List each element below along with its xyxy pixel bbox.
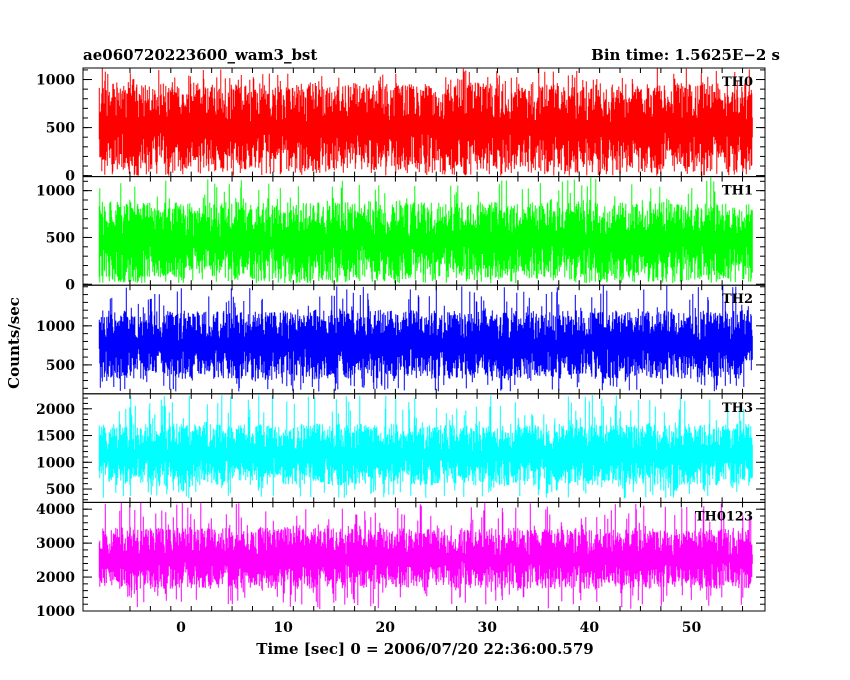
x-tick-label: 20 (375, 620, 395, 636)
x-tick-label: 50 (682, 620, 702, 636)
y-tick-label: 500 (46, 358, 75, 374)
chart-title: ae060720223600_wam3_bst (83, 46, 317, 64)
panel-label-th3: TH3 (722, 401, 753, 416)
panel-label-th0: TH0 (722, 75, 753, 90)
y-tick-label: 4000 (36, 502, 75, 518)
series-line-th2 (98, 285, 753, 392)
x-tick-label: 30 (478, 620, 498, 636)
y-tick-label: 1000 (36, 455, 75, 471)
y-tick-label: 1000 (36, 184, 75, 200)
x-tick-label: 0 (176, 620, 186, 636)
panel-th0: 0 500 1000 TH0 (36, 67, 766, 185)
y-tick-label: 500 (46, 230, 75, 246)
y-tick-label: 1000 (36, 73, 75, 89)
panel-label-th2: TH2 (722, 292, 753, 307)
panel-label-th0123: TH0123 (695, 509, 753, 524)
y-tick-label: 2000 (36, 570, 75, 586)
x-tick-label: 40 (580, 620, 600, 636)
y-tick-label: 1000 (36, 604, 75, 620)
series-line-th0123 (98, 502, 753, 609)
y-tick-label: 2000 (36, 402, 75, 418)
series-line-th1 (98, 177, 753, 284)
y-axis-label: Counts/sec (5, 297, 23, 389)
y-tick-label: 500 (46, 482, 75, 498)
panel-th3: 500 1000 1500 2000 TH3 (36, 393, 766, 503)
panel-th1: 0 500 1000 TH1 (36, 176, 766, 293)
series-line-th0 (98, 68, 753, 176)
y-tick-label: 500 (46, 121, 75, 137)
panel-label-th1: TH1 (722, 184, 753, 199)
y-tick-label: 1000 (36, 319, 75, 335)
x-tick-label: 10 (273, 620, 293, 636)
panel-th0123: 1000 2000 3000 4000 TH0123 (36, 501, 766, 620)
panel-th2: 500 1000 TH2 (36, 284, 766, 395)
y-tick-label: 3000 (36, 536, 75, 552)
series-line-th3 (98, 395, 753, 499)
y-tick-label: 0 (65, 277, 75, 293)
x-axis-label: Time [sec] 0 = 2006/07/20 22:36:00.579 (256, 640, 593, 658)
bin-time-label: Bin time: 1.5625E−2 s (591, 46, 780, 64)
x-tick-labels: 0 10 20 30 40 50 (176, 620, 701, 636)
y-tick-label: 1500 (36, 429, 75, 445)
y-tick-label: 0 (65, 169, 75, 185)
